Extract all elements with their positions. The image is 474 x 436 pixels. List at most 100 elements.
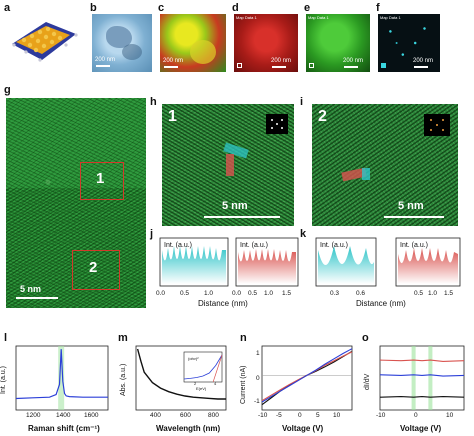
profile-fill-k-left	[318, 246, 374, 284]
scale-label-c: 200 nm	[163, 58, 184, 64]
panel-label-i: i	[300, 96, 304, 108]
map-tag-d: Map Data 1	[236, 15, 257, 20]
profile-frame-k-left	[315, 237, 377, 287]
region-label-1: 1	[96, 170, 105, 187]
xlabel-o: Voltage (V)	[400, 424, 442, 433]
panel-label-k: k	[300, 228, 307, 240]
panel-label-m: m	[118, 332, 128, 344]
xtick-l-1: 1400	[56, 412, 71, 419]
xtick-m-0: 400	[150, 412, 161, 419]
xtick-o-0: -10	[376, 412, 386, 419]
xtick-l-2: 1600	[84, 412, 99, 419]
scale-bar-f	[414, 66, 428, 68]
scale-label-d: 200 nm	[271, 58, 292, 64]
tick-k-right-2: 1.5	[444, 290, 454, 297]
element-legend-box-d	[237, 63, 242, 68]
panel-label-f: f	[376, 2, 380, 14]
hrtem-region1-h: 1 5 nm	[162, 104, 294, 226]
hrtem-region2-i: 2 5 nm	[312, 104, 458, 226]
ytick-n-2: -1	[254, 398, 260, 405]
didv-highlight-band-1	[428, 346, 433, 410]
xlabel-m: Wavelength (nm)	[156, 424, 221, 433]
hrtem-overview-g: 1 2 5 nm	[6, 98, 146, 308]
eds-map-f: Map Data 1 200 nm	[378, 14, 440, 72]
inset-xtick-m-1: 4	[214, 381, 217, 386]
profile-ylabel-j-right: Int. (a.u.)	[240, 242, 269, 249]
tick-j-right-0: 0.0	[232, 290, 242, 297]
axes-frame-o	[379, 345, 465, 411]
element-legend-box-e	[309, 63, 314, 68]
line-profile-marker-cyan-i	[362, 168, 370, 180]
region-label-2: 2	[89, 259, 98, 276]
inset-xlabel-m: E(eV)	[196, 386, 207, 391]
ylabel-o: dI/dV	[364, 373, 371, 390]
scale-bar-h	[204, 216, 280, 218]
inset-xtick-m-0: 2	[194, 381, 197, 386]
xlabel-l: Raman shift (cm⁻¹)	[28, 424, 100, 433]
panel-label-n: n	[240, 332, 247, 344]
map-tag-f: Map Data 1	[380, 15, 401, 20]
xlabel-n: Voltage (V)	[282, 424, 324, 433]
series-raman	[15, 349, 108, 400]
profile-frame-k-right	[395, 237, 461, 287]
tick-j-right-1: 0.5	[248, 290, 258, 297]
panel-label-l: l	[4, 332, 8, 344]
raman-highlight-band	[58, 346, 65, 410]
inset-fit-line	[212, 354, 223, 383]
inset-series-tauc	[183, 354, 223, 380]
profile-ylabel-k-left: Int. (a.u.)	[320, 242, 349, 249]
region-box-2	[72, 250, 120, 290]
xtick-n-1: -5	[276, 412, 282, 419]
tick-j-left-2: 1.0	[204, 290, 214, 297]
profile-ylabel-j-left: Int. (a.u.)	[164, 242, 193, 249]
scale-bar-g	[16, 297, 58, 299]
axes-frame-n	[261, 345, 353, 411]
xtick-m-2: 800	[208, 412, 219, 419]
tick-j-right-3: 1.5	[282, 290, 292, 297]
profile-frame-j-left	[159, 237, 229, 287]
xtick-n-4: 10	[333, 412, 341, 419]
xtick-o-1: 0	[414, 412, 418, 419]
eds-overlay-c: 200 nm	[160, 14, 226, 72]
scale-bar-d	[272, 66, 286, 68]
element-legend-box-f	[381, 63, 386, 68]
tick-k-right-1: 1.0	[428, 290, 438, 297]
tick-j-left-0: 0.0	[156, 290, 166, 297]
series-iv-2	[261, 348, 353, 403]
scale-bar-i	[384, 216, 444, 218]
series-didv-1	[379, 374, 465, 377]
crystal-structure-illustration	[6, 14, 80, 68]
scale-bar-b	[96, 65, 110, 67]
line-profile-marker-red-h	[226, 154, 234, 176]
region-box-1	[80, 162, 124, 200]
panel-label-c: c	[158, 2, 165, 14]
tick-j-left-1: 0.5	[180, 290, 190, 297]
panel-label-o: o	[362, 332, 369, 344]
didv-highlight-band-0	[411, 346, 416, 410]
profile-ylabel-k-right: Int. (a.u.)	[400, 242, 429, 249]
profile-fill-j-right	[238, 249, 296, 284]
panel-label-a: a	[4, 2, 11, 14]
scale-label-h: 5 nm	[222, 200, 248, 212]
map-tag-e: Map Data 1	[308, 15, 329, 20]
xtick-l-0: 1200	[26, 412, 41, 419]
ytick-n-1: 0	[256, 375, 260, 382]
scale-label-i: 5 nm	[398, 200, 424, 212]
panel-label-j: j	[150, 228, 154, 240]
scale-label-f: 200 nm	[413, 58, 434, 64]
panel-label-h: h	[150, 96, 157, 108]
scale-label-e: 200 nm	[343, 58, 364, 64]
panel-label-g: g	[4, 84, 11, 96]
series-iv-0	[261, 350, 353, 406]
xtick-n-0: -10	[258, 412, 268, 419]
fft-inset-i	[424, 114, 450, 136]
series-didv-0	[379, 359, 465, 362]
ylabel-m: Abs. (a.u.)	[120, 363, 127, 396]
profile-fill-j-left	[162, 246, 226, 284]
scale-bar-c	[164, 66, 178, 68]
ylabel-n: Current (nA)	[240, 365, 247, 404]
ytick-n-0: 1	[256, 350, 260, 357]
xtick-n-2: 0	[298, 412, 302, 419]
xtick-o-2: 10	[446, 412, 454, 419]
